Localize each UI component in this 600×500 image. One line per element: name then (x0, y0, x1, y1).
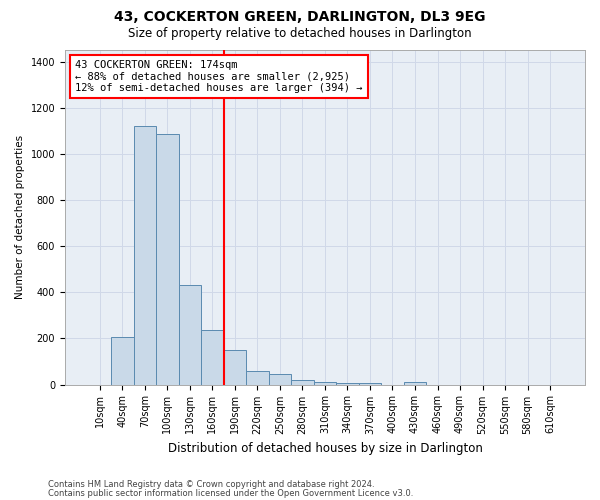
Bar (224, 350, 246, 384)
Text: 43, COCKERTON GREEN, DARLINGTON, DL3 9EG: 43, COCKERTON GREEN, DARLINGTON, DL3 9EG (114, 10, 486, 24)
Bar (314, 382, 336, 384)
Bar (404, 382, 426, 384)
Bar (269, 374, 291, 384)
Text: Size of property relative to detached houses in Darlington: Size of property relative to detached ho… (128, 28, 472, 40)
Bar (179, 286, 201, 384)
Bar (246, 370, 269, 384)
Text: 43 COCKERTON GREEN: 174sqm
← 88% of detached houses are smaller (2,925)
12% of s: 43 COCKERTON GREEN: 174sqm ← 88% of deta… (76, 60, 363, 93)
Text: Contains HM Land Registry data © Crown copyright and database right 2024.: Contains HM Land Registry data © Crown c… (48, 480, 374, 489)
Y-axis label: Number of detached properties: Number of detached properties (15, 135, 25, 300)
Text: Contains public sector information licensed under the Open Government Licence v3: Contains public sector information licen… (48, 488, 413, 498)
Bar (201, 330, 224, 384)
X-axis label: Distribution of detached houses by size in Darlington: Distribution of detached houses by size … (167, 442, 482, 455)
Bar (134, 126, 156, 384)
Bar (291, 380, 314, 384)
Bar (156, 134, 179, 384)
Bar (111, 338, 134, 384)
